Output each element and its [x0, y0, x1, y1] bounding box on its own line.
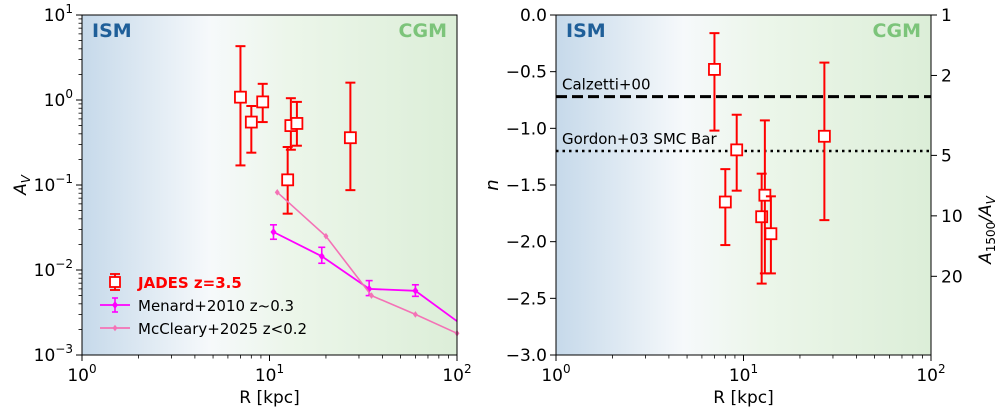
y-tick-label: −3.0 — [506, 346, 547, 366]
data-point — [318, 252, 325, 261]
x-tick-label-exponent: 0 — [89, 362, 97, 376]
data-point — [764, 227, 778, 241]
y-tick-label-base: 10 — [44, 91, 66, 111]
y-tick-label: −1.5 — [506, 176, 547, 196]
x-tick-label: 101 — [255, 362, 284, 386]
y2-label-main: A — [976, 252, 996, 265]
ism-label: ISM — [92, 20, 132, 42]
y-tick-label: 101 — [44, 2, 73, 26]
y2-tick-label: 1 — [941, 6, 952, 26]
x-tick-label-exponent: 2 — [464, 362, 472, 376]
data-point — [290, 117, 304, 130]
reference-line-label-0: Calzetti+00 — [562, 76, 651, 94]
y-axis-label: AV — [11, 174, 33, 196]
y2-tick-label: 2 — [941, 66, 952, 86]
reference-line-label-1: Gordon+03 SMC Bar — [562, 130, 718, 148]
y-tick-label-exponent: 1 — [65, 2, 73, 16]
legend-marker — [112, 301, 118, 309]
x-axis-label: R [kpc] — [239, 388, 299, 408]
x-tick-label-exponent: 2 — [938, 362, 946, 376]
y-axis-label-sub: V — [19, 174, 33, 183]
data-point — [730, 143, 744, 157]
data-point — [708, 63, 721, 76]
y2-tick-label: 10 — [941, 207, 963, 227]
y-tick-label-exponent: −2 — [55, 257, 73, 271]
y-tick-label-exponent: 0 — [65, 87, 73, 101]
data-point — [281, 173, 295, 187]
y-tick-label-exponent: −3 — [55, 342, 73, 356]
y-tick-label: 10−2 — [34, 257, 73, 281]
y-tick-label-base: 10 — [34, 346, 56, 366]
y2-label-suffix-sub: V — [984, 195, 996, 204]
plot-background — [556, 15, 931, 355]
data-point — [369, 292, 374, 299]
cgm-label: CGM — [399, 20, 447, 42]
data-point — [256, 95, 270, 109]
x-axis-label: R [kpc] — [713, 388, 773, 408]
y2-label-suffix: /A — [976, 204, 996, 223]
x-tick-label-exponent: 1 — [751, 362, 759, 376]
y-tick-label: 100 — [44, 87, 73, 111]
data-point — [244, 115, 258, 129]
y-tick-label: 10−1 — [34, 172, 73, 196]
x-tick-label-base: 10 — [916, 366, 938, 386]
x-tick-label-exponent: 0 — [563, 362, 571, 376]
x-tick-label-base: 10 — [255, 366, 277, 386]
y-tick-label: −2.5 — [506, 289, 547, 309]
legend-label: JADES z=3.5 — [137, 274, 242, 292]
data-point — [274, 189, 280, 196]
y-tick-label: −0.5 — [506, 63, 547, 83]
y-axis-label-main: A — [11, 183, 31, 196]
x-tick-label: 100 — [67, 362, 96, 386]
y2-tick-label: 20 — [941, 267, 963, 287]
x-tick-label: 102 — [442, 362, 471, 386]
x-tick-label-base: 10 — [541, 366, 563, 386]
y-axis-label: n — [482, 179, 503, 190]
x-tick-label-base: 10 — [67, 366, 89, 386]
legend-marker — [109, 276, 121, 288]
y-tick-label-base: 10 — [44, 6, 66, 26]
x-tick-label-base: 10 — [442, 366, 464, 386]
y-tick-label: −2.0 — [506, 233, 547, 253]
data-point — [343, 131, 357, 145]
y2-tick-label: 5 — [941, 146, 952, 166]
x-tick-label: 102 — [916, 362, 945, 386]
y-tick-label: 0.0 — [520, 6, 547, 26]
data-point — [234, 90, 247, 104]
cgm-label: CGM — [873, 20, 921, 42]
data-point — [758, 188, 772, 202]
x-tick-label-exponent: 1 — [277, 362, 285, 376]
data-point — [412, 286, 419, 295]
y-tick-label-exponent: −1 — [55, 172, 73, 186]
data-point — [270, 227, 277, 236]
y-tick-label: 10−3 — [34, 342, 73, 366]
y-tick-label: −1.0 — [506, 119, 547, 139]
y2-label-sub: 1500 — [984, 222, 996, 253]
legend-label: McCleary+2025 z<0.2 — [138, 320, 307, 338]
x-tick-label: 100 — [541, 362, 570, 386]
y-tick-label-base: 10 — [34, 176, 56, 196]
y2-axis-label: A1500/AV — [976, 195, 996, 265]
x-tick-label-base: 10 — [729, 366, 751, 386]
legend-label: Menard+2010 z~0.3 — [138, 297, 294, 315]
data-point — [755, 210, 769, 224]
data-point — [718, 195, 732, 209]
data-point — [323, 232, 329, 240]
plot-background — [82, 15, 457, 355]
data-point — [412, 311, 418, 318]
ism-label: ISM — [566, 20, 606, 42]
legend-marker — [112, 324, 118, 332]
data-point — [817, 129, 831, 143]
y-tick-label-base: 10 — [34, 261, 56, 281]
x-tick-label: 101 — [729, 362, 758, 386]
